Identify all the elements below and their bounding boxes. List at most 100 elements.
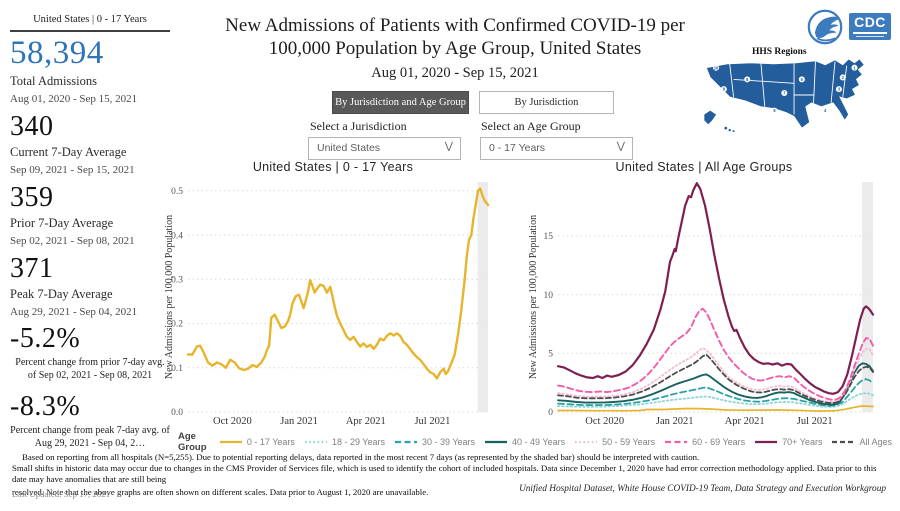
legend-item-30-39-years[interactable]: 30 - 39 Years — [394, 437, 475, 447]
hhs-regions-map: 1 2 3 4 5 6 7 8 9 10 — [704, 58, 865, 133]
page-title-block: New Admissions of Patients with Confirme… — [190, 14, 720, 82]
svg-text:7: 7 — [783, 91, 786, 96]
last-updated: Last Updated: Sep 17, 2021 — [12, 489, 110, 499]
age-group-select-label: Select an Age Group — [481, 119, 581, 133]
right-chart: 0 5 10 15 Oct 2020 Jan 2021 Apr 2021 Jul 2021 — [544, 182, 875, 426]
total-admissions-value: 58,394 — [10, 35, 104, 71]
tab-by-jurisdiction[interactable]: By Jurisdiction — [479, 91, 614, 114]
prior-avg-value: 359 — [10, 182, 54, 214]
legend-item-18-29-years[interactable]: 18 - 29 Years — [304, 437, 385, 447]
alaska-shape — [704, 110, 717, 125]
svg-text:2: 2 — [842, 75, 845, 80]
legend-item-label: 30 - 39 Years — [421, 437, 476, 447]
svg-text:5: 5 — [548, 350, 553, 360]
svg-text:0.3: 0.3 — [171, 276, 183, 286]
page-subtitle: Aug 01, 2020 - Sep 15, 2021 — [371, 65, 539, 82]
legend-title: Age Group — [178, 431, 207, 453]
legend-item-label: 0 - 17 Years — [246, 437, 295, 447]
svg-text:8: 8 — [746, 77, 749, 82]
total-admissions-range: Aug 01, 2020 - Sep 15, 2021 — [10, 93, 138, 106]
data-source: Unified Hospital Dataset, White House CO… — [519, 484, 886, 494]
hhs-logo — [807, 9, 843, 45]
svg-text:Oct 2020: Oct 2020 — [213, 416, 252, 426]
hawaii-dot — [732, 130, 735, 133]
pct-change-peak-value: -8.3% — [10, 391, 81, 423]
footer-note-line3: resolved. Note that the above graphs are… — [12, 486, 429, 497]
hawaii-dot — [724, 126, 728, 130]
svg-text:1: 1 — [853, 65, 856, 70]
legend-line-swatch — [755, 440, 778, 444]
current-avg-label: Current 7-Day Average — [10, 145, 127, 160]
legend-line-swatch — [665, 440, 688, 444]
svg-text:10: 10 — [544, 291, 554, 301]
legend-item-40-49-years[interactable]: 40 - 49 Years — [484, 437, 565, 447]
us-map-region-borders — [729, 60, 848, 115]
svg-text:15: 15 — [544, 232, 554, 242]
svg-text:9: 9 — [723, 87, 726, 92]
svg-text:Jan 2021: Jan 2021 — [656, 416, 694, 426]
svg-text:0: 0 — [548, 408, 553, 418]
page-title: New Admissions of Patients with Confirme… — [190, 14, 720, 60]
svg-text:3: 3 — [838, 87, 841, 92]
svg-text:0.2: 0.2 — [171, 320, 183, 330]
peak-avg-value: 371 — [10, 253, 54, 285]
chevron-down-icon: ⋁ — [616, 141, 625, 152]
legend-item-0-17-years[interactable]: 0 - 17 Years — [219, 437, 295, 447]
tab-by-jurisdiction-and-age-group[interactable]: By Jurisdiction and Age Group — [332, 91, 469, 114]
legend-item-label: 18 - 29 Years — [331, 437, 385, 447]
legend-item-label: 60 - 69 Years — [692, 437, 746, 447]
svg-text:Jul 2021: Jul 2021 — [797, 416, 833, 426]
left-chart-title: United States | 0 - 17 Years — [252, 160, 414, 174]
legend-item-label: 70+ Years — [782, 437, 823, 447]
legend-item-50-59-years[interactable]: 50 - 59 Years — [574, 437, 655, 447]
total-admissions-label: Total Admissions — [10, 74, 97, 89]
svg-text:Jan 2021: Jan 2021 — [280, 416, 318, 426]
svg-text:Oct 2020: Oct 2020 — [585, 416, 624, 426]
cdc-logo: CDC — [849, 13, 891, 40]
legend-line-swatch — [219, 440, 242, 444]
svg-text:0.0: 0.0 — [171, 408, 183, 418]
pct-change-prior-label: Percent change from prior 7-day avg. of … — [15, 357, 165, 381]
legend-item-all-ages[interactable]: All Ages — [831, 437, 892, 447]
cdc-logo-text: CDC — [854, 14, 886, 30]
hhs-regions-label: HHS Regions — [752, 47, 807, 57]
svg-text:10: 10 — [714, 65, 719, 70]
page-title-line2: 100,000 Population by Age Group, United … — [268, 38, 642, 60]
age-group-dropdown[interactable]: 0 - 17 Years ⋁ — [480, 137, 633, 160]
legend-items: 0 - 17 Years 18 - 29 Years 30 - 39 Years 40… — [219, 437, 892, 447]
peak-avg-range: Aug 29, 2021 - Sep 04, 2021 — [10, 306, 138, 319]
prior-avg-label: Prior 7-Day Average — [10, 216, 114, 231]
stats-sidebar: United States | 0 - 17 Years 58,394 Tota… — [10, 14, 172, 450]
footer-note-line1: Based on reporting from all hospitals (N… — [22, 452, 700, 462]
right-chart-title: United States | All Age Groups — [615, 160, 793, 174]
svg-text:4: 4 — [824, 108, 827, 113]
legend-item-70-years[interactable]: 70+ Years — [754, 437, 822, 447]
pct-change-prior-value: -5.2% — [10, 323, 81, 355]
age-group-legend: Age Group 0 - 17 Years 18 - 29 Years 30 - … — [178, 431, 892, 453]
footer-notes: Based on reporting from all hospitals (N… — [12, 452, 890, 498]
chevron-down-icon: ⋁ — [444, 141, 453, 152]
age-group-dropdown-value: 0 - 17 Years — [489, 142, 546, 154]
current-avg-value: 340 — [10, 111, 54, 143]
sidebar-header: United States | 0 - 17 Years — [33, 14, 147, 25]
legend-item-label: 40 - 49 Years — [512, 437, 566, 447]
svg-text:Jul 2021: Jul 2021 — [414, 416, 450, 426]
jurisdiction-select-label: Select a Jurisdiction — [310, 119, 407, 133]
hawaii-dot — [728, 128, 731, 132]
legend-line-swatch — [832, 440, 855, 444]
region-markers: 1 2 3 4 5 6 7 8 9 10 — [713, 64, 858, 114]
cdc-logo-bar2 — [856, 35, 884, 37]
current-avg-range: Sep 09, 2021 - Sep 15, 2021 — [10, 164, 135, 177]
svg-text:6: 6 — [773, 108, 776, 113]
pct-change-peak-label: Percent change from peak 7-day avg. of A… — [10, 425, 170, 449]
svg-text:Apr 2021: Apr 2021 — [725, 416, 765, 426]
legend-item-label: 50 - 59 Years — [602, 437, 656, 447]
legend-item-60-69-years[interactable]: 60 - 69 Years — [664, 437, 745, 447]
jurisdiction-dropdown[interactable]: United States ⋁ — [308, 137, 461, 160]
svg-text:5: 5 — [801, 77, 804, 82]
svg-text:0.1: 0.1 — [171, 364, 183, 374]
cdc-logo-bar — [853, 32, 887, 34]
sidebar-divider — [10, 30, 170, 32]
svg-text:0.4: 0.4 — [171, 231, 183, 241]
